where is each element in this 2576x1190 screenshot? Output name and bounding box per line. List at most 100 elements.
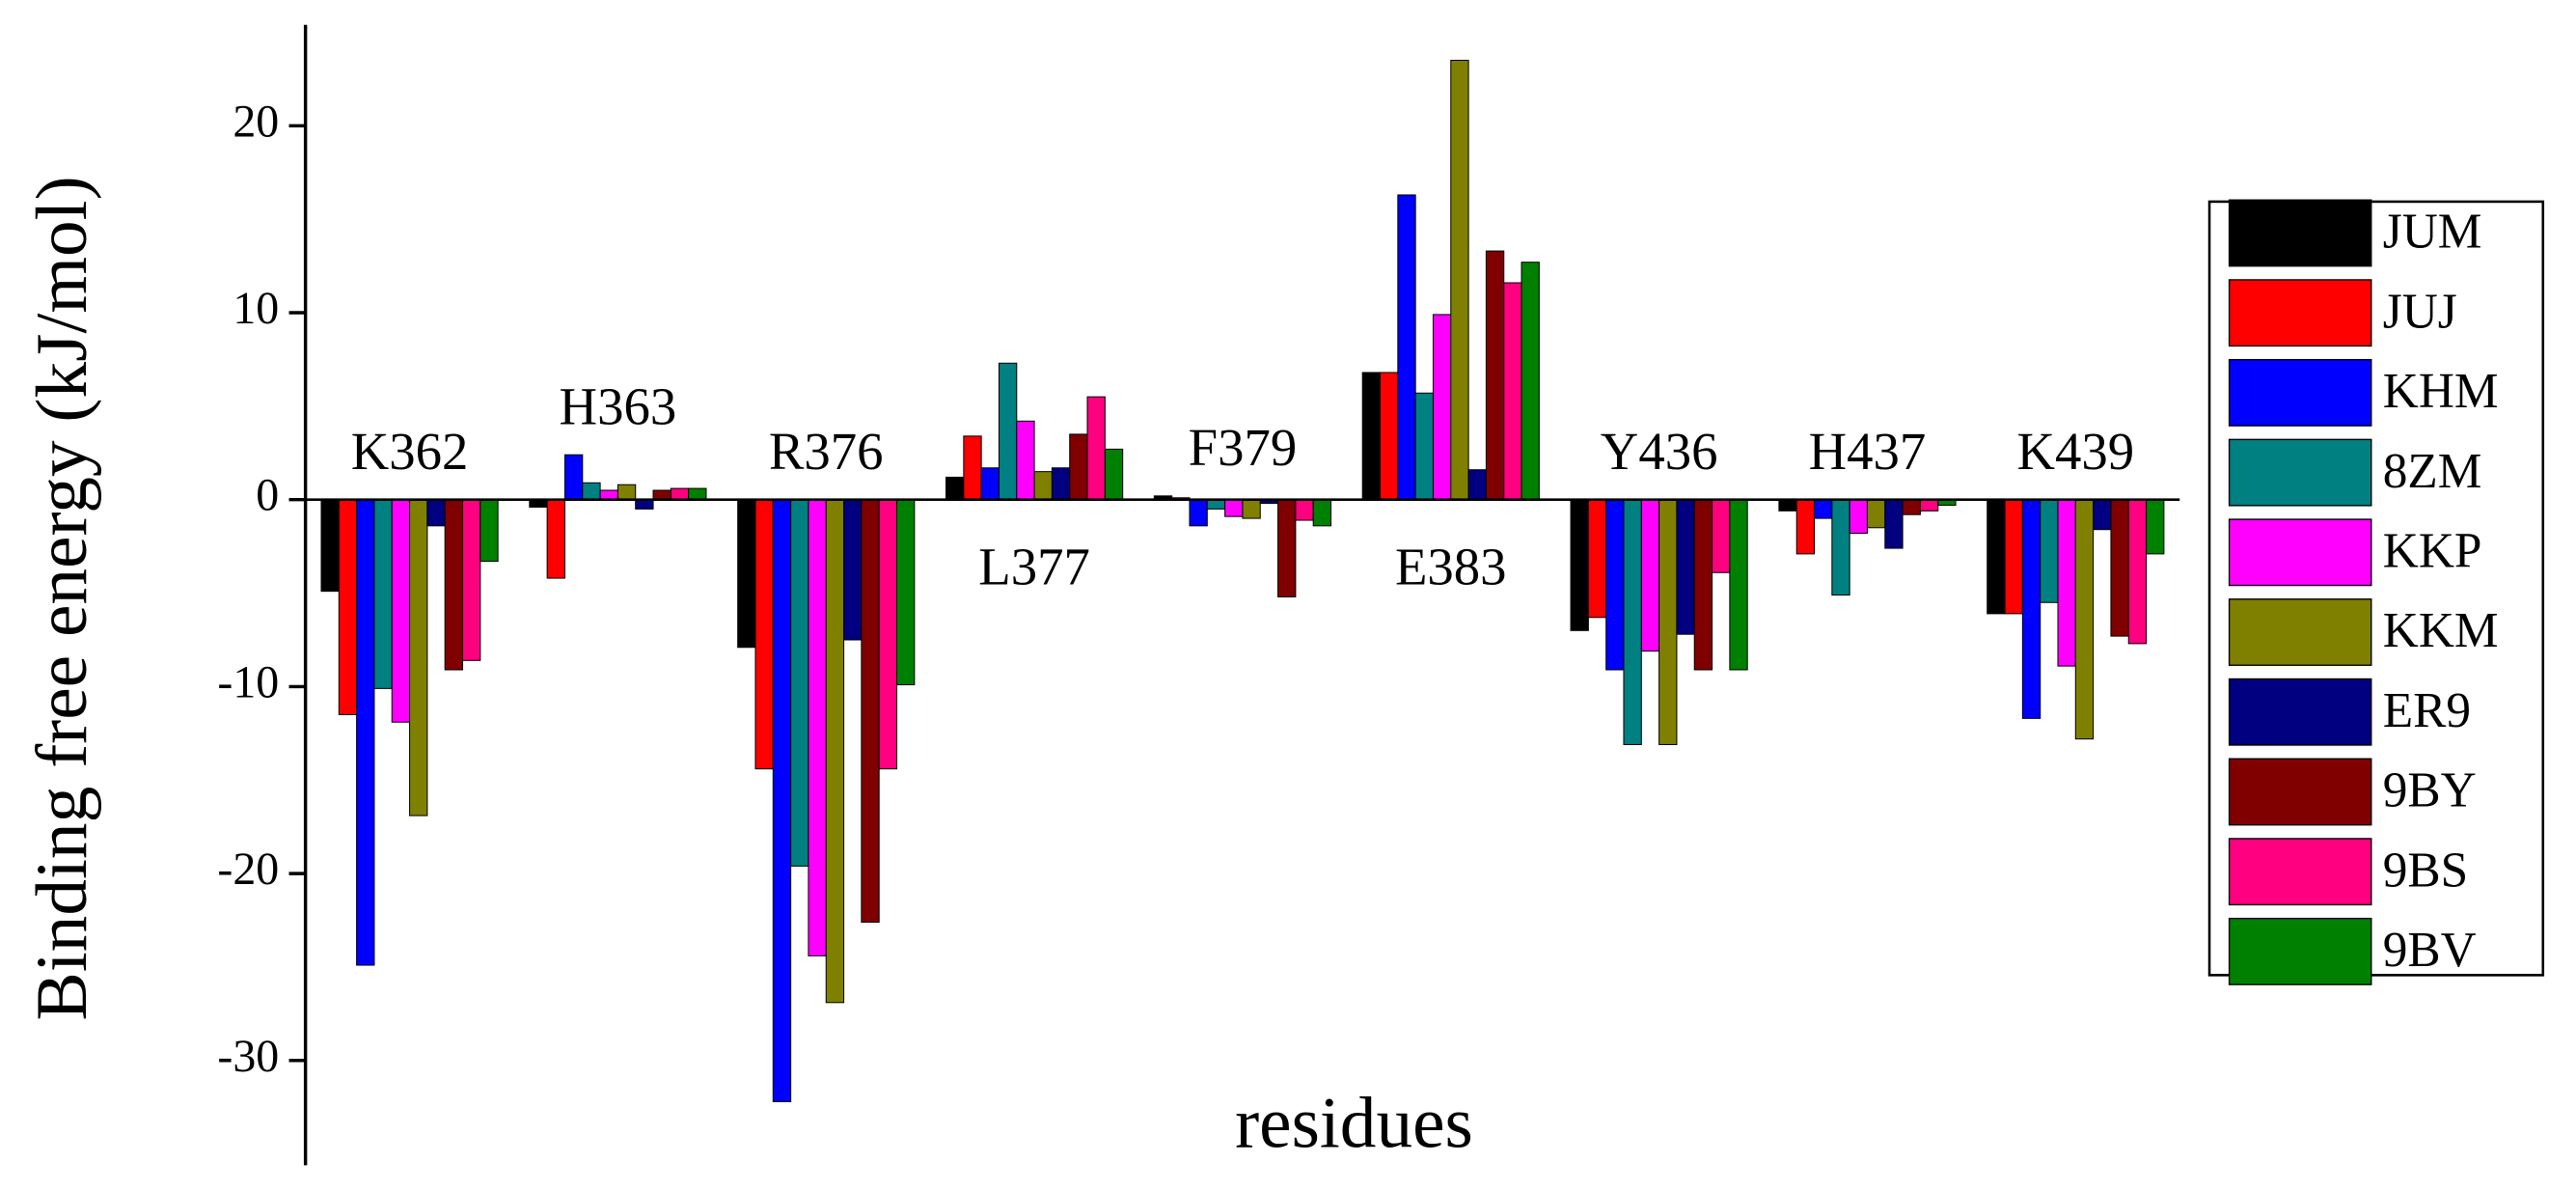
bar (1831, 499, 1850, 596)
legend-label: 8ZM (2383, 444, 2482, 499)
bar (895, 499, 916, 685)
bar (1432, 314, 1452, 501)
bar (444, 499, 464, 671)
bar (546, 499, 565, 579)
bar (1640, 499, 1660, 652)
category-label: H437 (1809, 422, 1927, 481)
bar (1814, 499, 1833, 519)
bar (1987, 499, 2006, 615)
y-tick-label: 10 (233, 283, 279, 334)
bar (1277, 499, 1297, 597)
y-tick-label: -30 (217, 1031, 279, 1082)
category-label: H363 (560, 376, 677, 435)
bar (688, 487, 707, 501)
legend-swatch (2228, 917, 2372, 985)
bar (1414, 392, 1434, 501)
category-label: F379 (1189, 418, 1298, 477)
bar (1676, 499, 1695, 635)
bar (461, 499, 481, 661)
legend-label: JUM (2383, 205, 2482, 260)
bar (825, 499, 845, 1004)
bar (998, 362, 1018, 501)
bar (1051, 467, 1071, 501)
legend-swatch (2228, 838, 2372, 906)
bar (1587, 499, 1607, 619)
bar (2110, 499, 2129, 637)
bar (2057, 499, 2076, 667)
legend-swatch (2228, 199, 2372, 267)
bar (1623, 499, 1642, 745)
legend-swatch (2228, 758, 2372, 826)
bar (1380, 372, 1399, 501)
legend-swatch (2228, 598, 2372, 666)
bar (1450, 59, 1469, 501)
legend-label: KHM (2383, 364, 2499, 419)
bar (1485, 250, 1505, 501)
bar (670, 487, 690, 501)
bar (2021, 499, 2042, 719)
bar (861, 499, 880, 924)
bar (1521, 262, 1540, 501)
bar (2040, 499, 2059, 603)
bar (582, 482, 601, 501)
bar (1242, 499, 1261, 519)
legend-swatch (2228, 438, 2372, 507)
bar (1795, 499, 1816, 555)
legend-swatch (2228, 279, 2372, 347)
bar (1849, 499, 1868, 535)
y-tick-label: 20 (233, 96, 279, 147)
bar (1866, 499, 1886, 529)
category-label: L377 (978, 538, 1090, 596)
bar (843, 499, 863, 641)
bar (599, 489, 618, 501)
bar (1778, 499, 1797, 512)
category-label: E383 (1395, 538, 1507, 596)
bar (1503, 282, 1522, 501)
legend-box (2207, 200, 2545, 977)
legend-swatch (2228, 678, 2372, 746)
bar (737, 499, 756, 649)
bar (980, 467, 1000, 501)
bar (1919, 499, 1939, 512)
category-label: Y436 (1601, 422, 1718, 481)
bar (1605, 499, 1625, 671)
bar (1189, 499, 1208, 527)
bar (1884, 499, 1904, 549)
bar (480, 499, 499, 563)
bar (1033, 471, 1053, 501)
bar (1729, 499, 1748, 671)
category-label: K362 (351, 422, 469, 481)
category-label: R376 (769, 422, 884, 481)
bar (1016, 420, 1035, 501)
y-tick-label: -20 (217, 844, 279, 895)
bar (2127, 499, 2148, 645)
bar (1086, 396, 1106, 501)
bar (356, 499, 375, 966)
bar (754, 499, 774, 770)
bar (963, 435, 982, 501)
bar (1361, 372, 1382, 501)
legend-label: 9BV (2383, 923, 2477, 978)
bar (1658, 499, 1678, 745)
bar (652, 489, 671, 501)
bar (1069, 433, 1088, 501)
bar (1312, 499, 1332, 527)
bar (1397, 194, 1416, 501)
bar (1712, 499, 1731, 573)
legend-swatch (2228, 518, 2372, 587)
legend-label: KKM (2383, 603, 2499, 658)
bar (808, 499, 827, 956)
legend-label: 9BY (2383, 763, 2477, 818)
bar (1295, 499, 1314, 521)
bar (1206, 499, 1226, 510)
legend-label: JUJ (2383, 284, 2457, 339)
bar (391, 499, 411, 723)
bar (2074, 499, 2095, 740)
bar (1467, 469, 1487, 501)
bar (563, 454, 584, 501)
bar (1693, 499, 1713, 671)
bar (617, 484, 637, 501)
bar (1104, 448, 1124, 501)
bar (2093, 499, 2112, 531)
